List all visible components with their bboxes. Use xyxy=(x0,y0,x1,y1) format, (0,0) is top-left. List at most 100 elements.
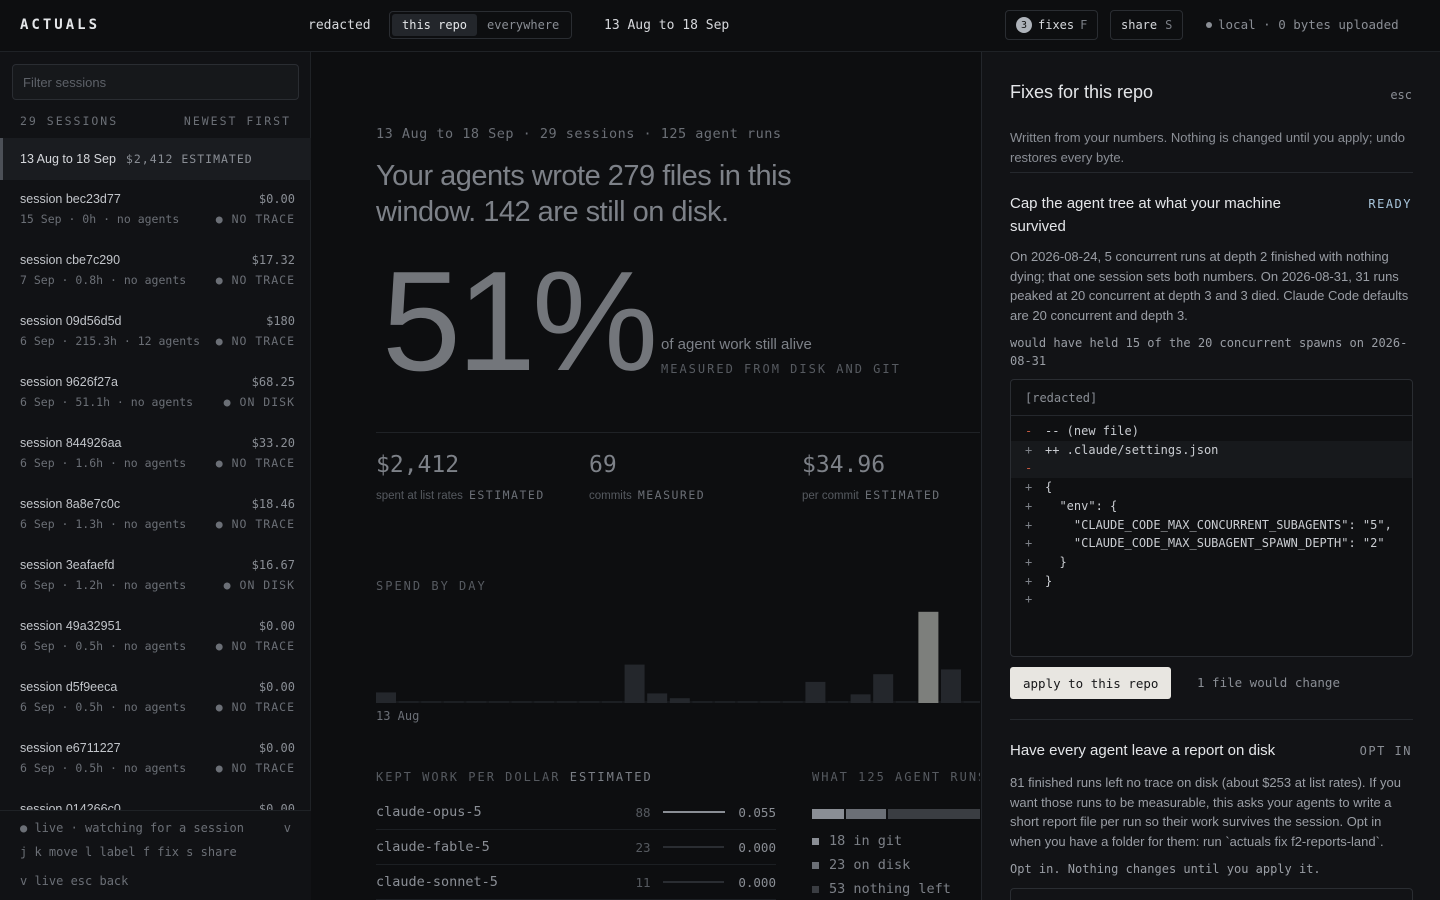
session-item[interactable]: session 3eafaefd $16.67 6 Sep · 1.2h · no … xyxy=(0,548,311,609)
trace-dot-icon: ● xyxy=(215,761,232,775)
agent-runs-label: 23 on disk xyxy=(829,857,911,873)
sort-order[interactable]: NEWEST FIRST xyxy=(183,114,291,128)
model-count: 88 xyxy=(635,804,651,820)
session-amount: $0.00 xyxy=(258,802,295,810)
spend-bar[interactable] xyxy=(647,693,668,703)
diff-line: + xyxy=(1011,590,1412,609)
scope-this-repo-tab[interactable]: this repo xyxy=(392,14,478,36)
scope-everywhere-tab[interactable]: everywhere xyxy=(487,18,560,32)
fixes-panel: Fixes for this repo esc Written from you… xyxy=(981,52,1440,900)
session-item[interactable]: session bec23d77 $0.00 15 Sep · 0h · no ag… xyxy=(0,182,311,243)
fix-title: Cap the agent tree at what your machine … xyxy=(1010,195,1281,235)
diff-text: "CLAUDE_CODE_MAX_CONCURRENT_SUBAGENTS": … xyxy=(1045,517,1392,532)
fixes-button[interactable]: 3 fixes F xyxy=(1005,10,1099,40)
session-item[interactable]: session 014266c0$0.006 Sep · 0.5h · no a… xyxy=(0,792,311,810)
trace-dot-icon: ● xyxy=(215,456,232,470)
spend-bar[interactable] xyxy=(602,701,622,703)
diff-sign: + xyxy=(1025,442,1033,457)
share-shortcut: S xyxy=(1165,18,1173,32)
diff-sign: + xyxy=(1025,480,1033,495)
session-item[interactable]: session 49a32951 $0.00 6 Sep · 0.5h · no a… xyxy=(0,609,311,670)
spend-bar[interactable] xyxy=(421,701,442,703)
spend-bar[interactable] xyxy=(963,701,980,703)
diff-preview xyxy=(1010,888,1413,900)
session-meta: 15 Sep · 0h · no agents xyxy=(20,212,180,226)
kept-work-label: KEPT WORK PER DOLLAR xyxy=(376,770,561,784)
panel-title: Fixes for this repo xyxy=(1010,82,1154,102)
session-item[interactable]: session d5f9eeca $0.00 6 Sep · 0.5h · no a… xyxy=(0,670,311,731)
panel-close-button[interactable]: esc xyxy=(1390,88,1412,102)
diff-file-header: [redacted] xyxy=(1011,380,1412,416)
apply-fix-button[interactable]: apply to this repo xyxy=(1010,667,1172,699)
session-trace-status: ● NO TRACE xyxy=(216,456,295,470)
session-amount: $0.00 xyxy=(258,741,295,755)
spend-bar[interactable] xyxy=(737,701,758,703)
live-status: ● live · watching for a session xyxy=(20,821,244,835)
agent-runs-segment xyxy=(812,809,844,819)
session-amount: $33.20 xyxy=(251,436,295,450)
trace-label: NO TRACE xyxy=(231,517,295,531)
session-item[interactable]: session cbe7c290 $17.32 7 Sep · 0.8h · no … xyxy=(0,243,311,304)
spend-bar[interactable] xyxy=(715,701,735,703)
session-meta: 6 Sep · 0.5h · no agents xyxy=(20,761,187,775)
session-name: session e6711227 xyxy=(20,741,121,755)
date-range[interactable]: 13 Aug to 18 Sep xyxy=(604,18,730,33)
alive-note: of agent work still alive xyxy=(661,336,812,353)
share-button[interactable]: share S xyxy=(1110,10,1184,40)
spend-bar[interactable] xyxy=(579,701,600,703)
session-item[interactable]: session 844926aa $33.20 6 Sep · 1.6h · no … xyxy=(0,426,311,487)
model-name: claude-fable-5 xyxy=(376,839,490,855)
spend-bar[interactable] xyxy=(443,701,464,703)
trace-label: NO TRACE xyxy=(231,212,295,226)
spend-bar[interactable] xyxy=(828,701,848,703)
spend-bar[interactable] xyxy=(692,701,713,703)
diff-text: "CLAUDE_CODE_MAX_SUBAGENT_SPAWN_DEPTH": … xyxy=(1045,536,1385,551)
trace-dot-icon: ● xyxy=(223,578,240,592)
spend-bar[interactable] xyxy=(941,669,961,703)
spend-bar[interactable] xyxy=(873,674,894,703)
spend-bar[interactable] xyxy=(511,701,532,703)
spend-bar[interactable] xyxy=(782,701,803,703)
session-item[interactable]: session 8a8e7c0c $18.46 6 Sep · 1.3h · no … xyxy=(0,487,311,548)
diff-line: - -- (new file) xyxy=(1011,422,1412,441)
trace-dot-icon: ● xyxy=(215,212,232,226)
spend-bar[interactable] xyxy=(918,611,939,703)
live-toggle[interactable]: v xyxy=(283,821,291,835)
session-meta: 6 Sep · 0.5h · no agents xyxy=(20,639,187,653)
spend-bar[interactable] xyxy=(805,681,826,703)
diff-text: "env": { xyxy=(1045,498,1118,513)
session-item[interactable]: session 9626f27a $68.25 6 Sep · 51.1h · no… xyxy=(0,365,311,426)
legend-swatch xyxy=(812,861,819,869)
fix-opt-in-note: Opt in. Nothing changes until you apply … xyxy=(1010,862,1321,876)
spend-bar[interactable] xyxy=(466,701,487,703)
apply-note: 1 file would change xyxy=(1197,675,1340,690)
session-meta: 6 Sep · 1.3h · no agents xyxy=(20,517,187,531)
spend-bar[interactable] xyxy=(669,698,690,703)
fixes-shortcut: F xyxy=(1080,18,1088,32)
session-trace-status: ● ON DISK xyxy=(224,395,295,409)
filter-sessions-input[interactable] xyxy=(12,64,299,100)
spend-bar[interactable] xyxy=(895,701,916,703)
spend-bar[interactable] xyxy=(489,701,509,703)
spend-bar[interactable] xyxy=(376,692,396,703)
session-item[interactable]: session e6711227 $0.00 6 Sep · 0.5h · no a… xyxy=(0,731,311,792)
spend-bar[interactable] xyxy=(760,701,781,703)
diff-line: - xyxy=(1011,459,1412,479)
agent-runs-bar xyxy=(812,809,980,819)
session-amount: $18.46 xyxy=(251,497,295,511)
spend-bar[interactable] xyxy=(556,701,577,703)
agent-runs-segment xyxy=(845,809,887,819)
session-trace-status: ● NO TRACE xyxy=(216,761,295,775)
stat-caption: commits xyxy=(589,490,632,502)
diff-sign: + xyxy=(1025,554,1033,569)
spend-bar[interactable] xyxy=(850,694,871,703)
session-item[interactable]: session 09d56d5d $180 6 Sep · 215.3h · 12 … xyxy=(0,304,311,365)
session-name: session 3eafaefd xyxy=(20,558,115,572)
range-summary-row[interactable]: 13 Aug to 18 Sep $2,412 ESTIMATED xyxy=(0,138,311,180)
spend-bar[interactable] xyxy=(624,664,645,703)
spend-bar[interactable] xyxy=(534,701,555,703)
ratio-bar xyxy=(662,846,725,848)
spend-bar[interactable] xyxy=(398,701,419,703)
session-trace-status: ● NO TRACE xyxy=(216,212,295,226)
fix-state-badge: READY xyxy=(1368,197,1412,211)
